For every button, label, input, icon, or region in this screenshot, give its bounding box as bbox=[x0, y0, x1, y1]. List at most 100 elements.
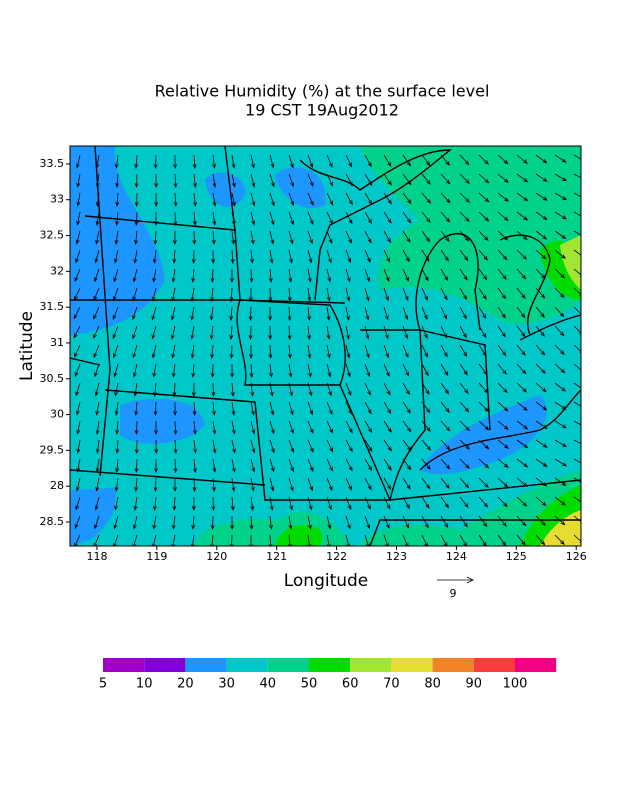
colorbar-box bbox=[267, 658, 309, 672]
wind-arrow bbox=[250, 401, 255, 416]
border bbox=[104, 389, 390, 501]
wind-arrow bbox=[73, 325, 81, 339]
wind-arrow bbox=[269, 496, 274, 511]
colorbar-box bbox=[391, 658, 433, 672]
wind-arrow bbox=[478, 382, 489, 394]
wind-arrow bbox=[132, 363, 138, 378]
wind-arrow bbox=[95, 401, 100, 416]
wind-arrow bbox=[364, 496, 371, 510]
wind-arrow bbox=[554, 325, 565, 337]
wind-arrow bbox=[345, 382, 352, 397]
wind-arrow bbox=[268, 344, 273, 360]
wind-arrow bbox=[364, 458, 373, 472]
wind-arrow bbox=[173, 458, 178, 474]
wind-arrow bbox=[307, 192, 314, 206]
wind-arrow bbox=[440, 154, 450, 166]
colorbar-label: 10 bbox=[136, 677, 153, 692]
wind-arrow bbox=[516, 515, 527, 527]
wind-arrow bbox=[114, 496, 119, 511]
wind-arrow bbox=[269, 211, 275, 226]
wind-arrow bbox=[193, 192, 197, 207]
wind-arrow bbox=[573, 344, 581, 354]
wind-arrow bbox=[402, 344, 409, 358]
wind-arrow bbox=[345, 230, 352, 244]
wind-arrow bbox=[402, 211, 412, 224]
wind-arrow bbox=[250, 477, 255, 492]
wind-arrow bbox=[478, 439, 490, 450]
wind-arrow bbox=[364, 344, 370, 359]
wind-arrow bbox=[478, 230, 489, 242]
wind-arrow bbox=[497, 458, 509, 469]
wind-arrow bbox=[364, 173, 373, 187]
wind-arrow bbox=[364, 192, 373, 205]
wind-arrow bbox=[554, 458, 567, 467]
wind-arrow bbox=[535, 192, 548, 201]
wind-arrow bbox=[421, 211, 431, 223]
wind-arrow bbox=[421, 420, 431, 432]
wind-arrow bbox=[364, 363, 371, 378]
y-tick-label: 33 bbox=[50, 193, 64, 206]
wind-arrow bbox=[345, 401, 352, 415]
wind-arrow bbox=[154, 211, 158, 227]
wind-arrow bbox=[554, 515, 566, 526]
wind-arrow bbox=[151, 344, 157, 359]
wind-arrow bbox=[554, 230, 567, 240]
wind-arrow bbox=[516, 325, 526, 338]
y-tick-label: 28.5 bbox=[40, 515, 65, 528]
wind-arrow bbox=[459, 192, 470, 203]
wind-arrow bbox=[134, 192, 139, 208]
wind-arrow bbox=[383, 534, 389, 546]
wind-arrow bbox=[132, 325, 138, 340]
humidity-fill bbox=[360, 146, 581, 324]
wind-arrow bbox=[307, 154, 314, 169]
wind-arrow bbox=[402, 534, 409, 546]
wind-arrow bbox=[192, 154, 197, 169]
wind-arrow bbox=[478, 420, 490, 431]
wind-arrow bbox=[269, 477, 275, 492]
wind-arrow bbox=[210, 268, 215, 284]
wind-arrow bbox=[288, 249, 293, 264]
wind-arrow bbox=[74, 268, 81, 282]
wind-arrow bbox=[383, 458, 392, 471]
wind-arrow bbox=[535, 382, 547, 393]
wind-arrow bbox=[288, 344, 292, 359]
wind-arrow bbox=[459, 344, 468, 358]
wind-arrow bbox=[516, 230, 528, 241]
wind-arrow bbox=[212, 439, 217, 454]
wind-arrow bbox=[459, 401, 470, 413]
wind-arrow bbox=[535, 477, 548, 487]
wind-arrow bbox=[134, 154, 139, 169]
wind-arrow bbox=[535, 287, 546, 299]
wind-arrow bbox=[364, 249, 371, 263]
wind-arrow bbox=[440, 268, 449, 282]
wind-arrow bbox=[516, 382, 528, 393]
y-tick-label: 32.5 bbox=[40, 229, 65, 242]
wind-arrow bbox=[478, 401, 489, 412]
wind-arrow bbox=[421, 344, 428, 358]
wind-arrow bbox=[307, 287, 312, 302]
wind-arrow bbox=[190, 344, 195, 359]
wind-arrow bbox=[421, 154, 431, 167]
wind-arrow bbox=[383, 382, 391, 396]
y-tick-label: 30.5 bbox=[40, 372, 65, 385]
colorbar-label: 40 bbox=[260, 677, 277, 692]
y-tick-label: 28 bbox=[50, 479, 64, 492]
wind-arrow bbox=[74, 344, 81, 358]
wind-arrow bbox=[288, 192, 295, 207]
wind-arrow bbox=[193, 439, 198, 454]
wind-arrow bbox=[231, 192, 236, 207]
wind-arrow bbox=[573, 230, 581, 238]
wind-arrow bbox=[421, 382, 430, 395]
colorbar-label: 60 bbox=[342, 677, 359, 692]
wind-arrow bbox=[573, 515, 581, 524]
wind-arrow bbox=[94, 249, 100, 264]
wind-arrow bbox=[421, 458, 431, 470]
wind-arrow bbox=[364, 230, 372, 244]
wind-arrow bbox=[440, 496, 450, 509]
wind-arrow bbox=[326, 458, 333, 472]
wind-arrow bbox=[516, 458, 529, 468]
wind-arrow bbox=[115, 439, 120, 454]
wind-arrow bbox=[440, 458, 451, 470]
wind-arrow bbox=[75, 382, 81, 397]
wind-arrow bbox=[288, 496, 294, 511]
